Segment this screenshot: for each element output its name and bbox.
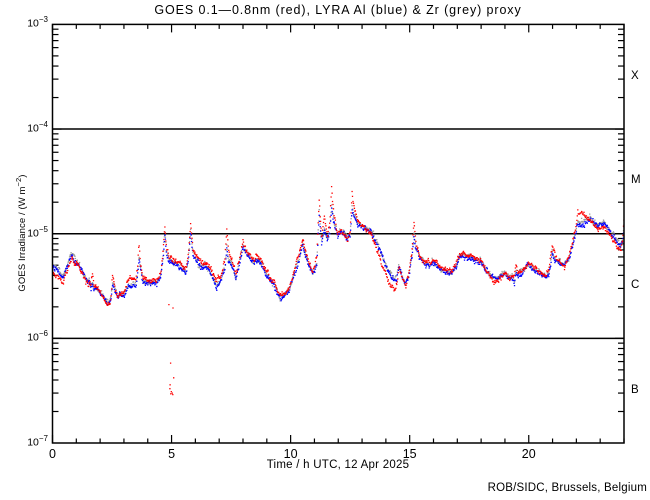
x-tick-label: 5 [168, 447, 176, 461]
data-series [52, 185, 624, 396]
chart-title: GOES 0.1—0.8nm (red), LYRA Al (blue) & Z… [154, 3, 522, 17]
flare-class-label-B: B [631, 383, 639, 396]
x-tick-label: 0 [49, 447, 56, 461]
x-tick-label: 10 [283, 447, 298, 461]
series-lyra-al-proxy [52, 207, 624, 306]
credit-text: ROB/SIDC, Brussels, Belgium [487, 482, 647, 494]
series-lyra-zr-proxy [52, 204, 624, 304]
outlier-dots [168, 303, 175, 396]
x-axis-title: Time / h UTC, 12 Apr 2025 [266, 459, 410, 471]
flare-class-label-X: X [631, 69, 639, 82]
series-goes-0-1-0-8nm [52, 185, 624, 306]
x-tick-label: 20 [521, 447, 536, 461]
flare-class-label-C: C [631, 279, 640, 292]
y-tick-label: 10−4 [27, 120, 48, 135]
y-tick-label: 10−7 [27, 434, 48, 449]
x-tick-label: 15 [402, 447, 417, 461]
y-tick-label: 10−6 [27, 329, 48, 344]
plot-border [51, 23, 625, 444]
y-tick-label: 10−3 [27, 15, 48, 30]
y-tick-label: 10−5 [27, 224, 48, 240]
flare-class-label-M: M [631, 174, 641, 187]
